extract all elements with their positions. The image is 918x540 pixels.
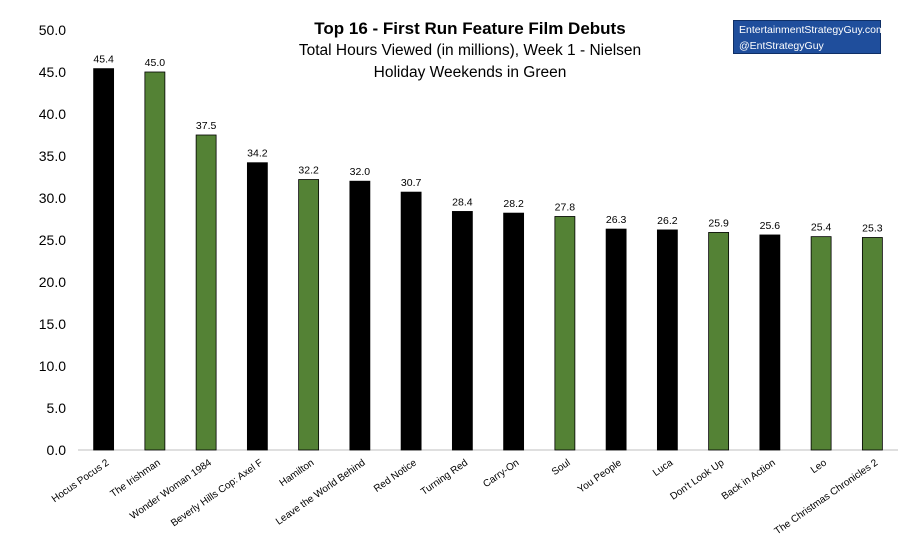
y-tick-label: 10.0 (39, 358, 66, 374)
data-label: 30.7 (401, 177, 422, 189)
bar (93, 68, 115, 451)
bar (400, 191, 422, 451)
data-label: 25.3 (862, 222, 883, 234)
x-tick-label: The Christmas Chronicles 2 (773, 457, 881, 537)
data-label: 37.5 (196, 120, 217, 132)
bar (810, 236, 832, 451)
x-tick-label: Leo (809, 457, 829, 476)
x-tick-label: Carry-On (481, 457, 521, 490)
y-tick-label: 0.0 (47, 442, 67, 458)
data-label: 27.8 (555, 201, 576, 213)
x-tick-label: Turning Red (419, 457, 470, 497)
x-tick-label: Soul (550, 457, 573, 477)
y-tick-label: 35.0 (39, 148, 66, 164)
bar (605, 228, 627, 451)
brand-handle: @EntStrategyGuy (739, 40, 824, 52)
bar (861, 237, 883, 451)
data-label: 34.2 (247, 148, 268, 160)
y-tick-label: 5.0 (47, 400, 67, 416)
data-label: 45.4 (93, 54, 114, 66)
data-label: 25.9 (708, 217, 729, 229)
data-label: 45.0 (145, 57, 166, 69)
bar (349, 180, 371, 451)
y-tick-label: 40.0 (39, 106, 66, 122)
x-tick-label: Leave the World Behind (274, 457, 368, 527)
y-tick-label: 30.0 (39, 190, 66, 206)
chart-subtitle-1: Total Hours Viewed (in millions), Week 1… (298, 42, 642, 59)
bars (93, 68, 883, 451)
y-tick-label: 50.0 (39, 22, 66, 38)
data-labels: 45.4 45.0 37.5 34.2 32.2 32.0 30.7 28.4 28.2 27.8… (93, 54, 882, 235)
data-label: 25.6 (760, 220, 781, 232)
brand-website: EntertainmentStrategyGuy.com (739, 24, 885, 36)
x-tick-label: Red Notice (372, 457, 419, 495)
data-label: 32.0 (350, 166, 371, 178)
x-tick-label: Don't Look Up (668, 457, 726, 502)
data-label: 26.3 (606, 214, 627, 226)
y-tick-label: 20.0 (39, 274, 66, 290)
x-tick-label: You People (576, 457, 624, 495)
chart-subtitle-2: Holiday Weekends in Green (373, 64, 567, 81)
data-label: 26.2 (657, 215, 678, 227)
x-tick-label: Back in Action (720, 457, 778, 502)
bar (503, 212, 525, 451)
data-label: 25.4 (811, 222, 832, 234)
bar (708, 232, 730, 451)
chart-title: Top 16 - First Run Feature Film Debuts (314, 19, 626, 38)
bar (451, 211, 473, 451)
bar (144, 71, 166, 451)
bar (759, 234, 781, 451)
x-tick-label: Luca (651, 457, 675, 479)
data-label: 28.2 (503, 198, 524, 210)
bar (195, 134, 217, 451)
brand-box: EntertainmentStrategyGuy.com @EntStrateg… (733, 20, 885, 54)
y-tick-label: 45.0 (39, 64, 66, 80)
bar (554, 216, 576, 451)
data-label: 32.2 (298, 165, 319, 177)
y-tick-label: 25.0 (39, 232, 66, 248)
x-tick-label: Hocus Pocus 2 (50, 457, 112, 505)
x-tick-label: Beverly Hills Cop: Axel F (169, 457, 265, 529)
bar (298, 179, 320, 451)
chart-title-block: Top 16 - First Run Feature Film Debuts T… (250, 18, 690, 84)
y-tick-label: 15.0 (39, 316, 66, 332)
bar (656, 229, 678, 451)
bar (246, 162, 268, 451)
y-axis: 0.0 5.0 10.0 15.0 20.0 25.0 30.0 35.0 40.0 45.0 50… (39, 22, 898, 458)
x-tick-label: Hamilton (278, 457, 317, 489)
data-label: 28.4 (452, 196, 473, 208)
